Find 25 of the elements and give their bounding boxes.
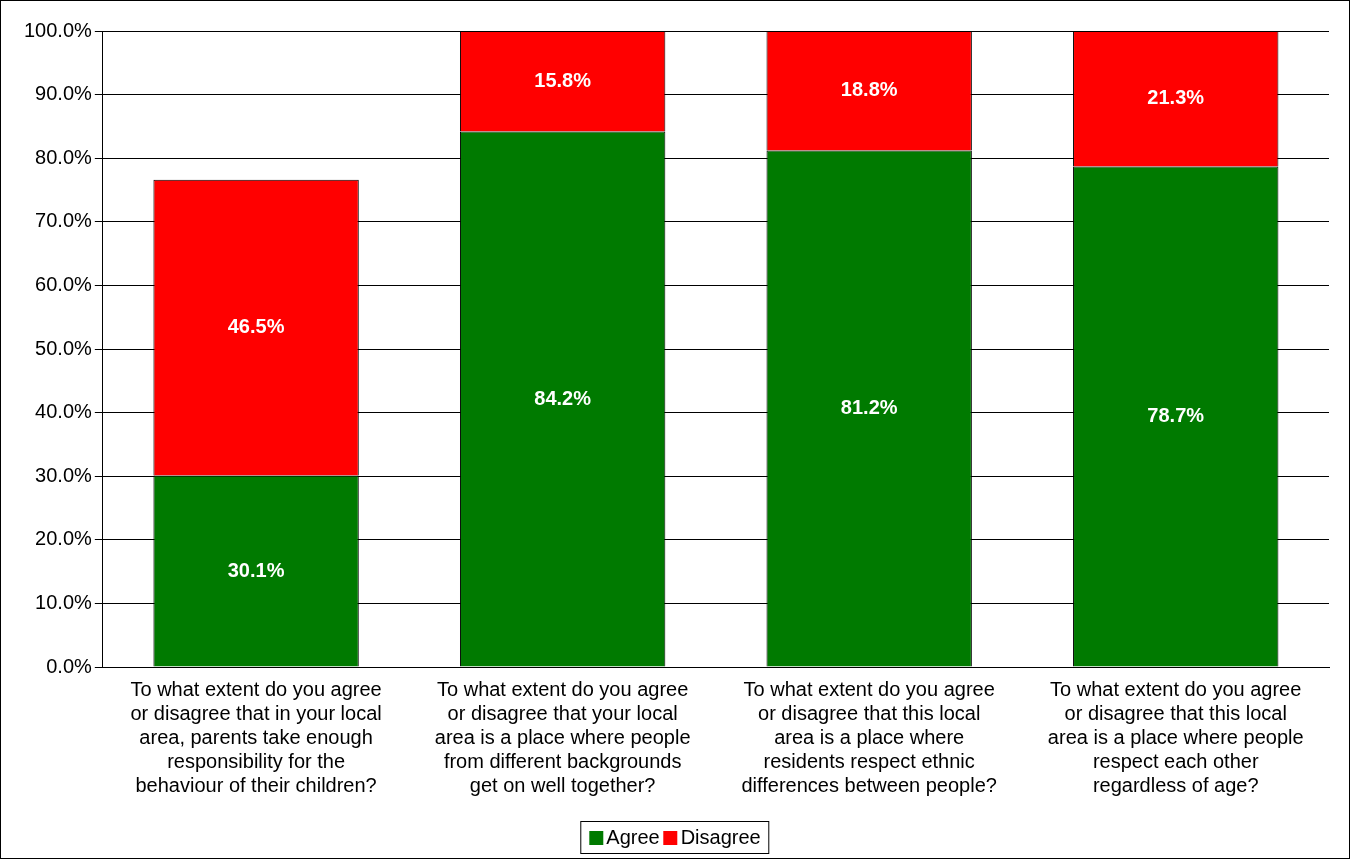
data-label: 21.3% <box>1147 86 1205 109</box>
data-label: 81.2% <box>840 396 898 419</box>
legend-label: Disagree <box>680 826 761 849</box>
y-tick-label: 20.0% <box>35 527 93 550</box>
x-tick-label: To what extent do you agree or disagree that in your local area, parents take enough responsibility for the behaviour of their children? <box>130 677 382 796</box>
data-label: 15.8% <box>534 68 592 91</box>
data-label: 46.5% <box>227 315 285 338</box>
legend-label: Agree <box>606 826 660 849</box>
y-tick-label: 40.0% <box>35 400 93 423</box>
x-tick-label: To what extent do you agree or disagree that this local area is a place where people respect each other regardless of age? <box>1047 677 1304 796</box>
x-tick-label: To what extent do you agree or disagree that this local area is a place where residents respect ethnic differences between people? <box>741 677 997 796</box>
x-tick-label: To what extent do you agree or disagree that your local area is a place where people from different backgrounds get on well together? <box>434 677 691 796</box>
data-label: 30.1% <box>227 558 285 581</box>
data-label: 84.2% <box>534 386 592 409</box>
y-tick-label: 80.0% <box>35 145 93 168</box>
y-tick-label: 60.0% <box>35 272 93 295</box>
y-tick-label: 10.0% <box>35 590 93 613</box>
y-tick-label: 50.0% <box>35 336 93 359</box>
y-tick-label: 0.0% <box>46 654 93 677</box>
data-label: 78.7% <box>1147 404 1205 426</box>
y-tick-label: 90.0% <box>35 82 93 105</box>
data-label: 18.8% <box>840 78 898 101</box>
y-tick-label: 70.0% <box>35 209 93 232</box>
y-tick-label: 100.0% <box>23 18 93 41</box>
y-tick-label: 30.0% <box>35 463 93 486</box>
